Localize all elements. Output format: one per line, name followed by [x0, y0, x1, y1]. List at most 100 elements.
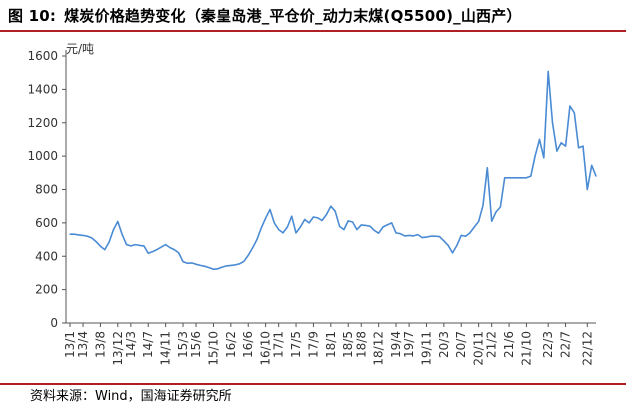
data-point: [191, 262, 193, 264]
data-point: [495, 211, 497, 213]
data-point: [543, 157, 545, 159]
data-point: [252, 247, 254, 249]
data-point: [99, 245, 101, 247]
data-point: [121, 234, 123, 236]
data-point: [378, 232, 380, 234]
data-point: [125, 244, 128, 246]
y-tick-label: 600: [35, 216, 58, 230]
data-point: [152, 251, 154, 253]
data-point: [434, 235, 436, 237]
data-point: [221, 266, 223, 268]
x-tick-label: 16/2: [224, 331, 238, 358]
data-point: [404, 235, 406, 237]
y-tick-label: 200: [35, 283, 58, 297]
y-tick-label: 400: [35, 249, 58, 263]
x-tick-label: 13/8: [93, 331, 107, 358]
data-point: [82, 234, 84, 236]
data-point: [186, 262, 188, 264]
data-point: [534, 155, 536, 157]
data-point: [356, 229, 358, 231]
data-point: [156, 249, 158, 251]
x-tick-label: 22/7: [559, 331, 573, 358]
data-point: [556, 150, 558, 152]
data-point: [230, 264, 232, 266]
data-point: [330, 205, 332, 207]
data-point: [243, 260, 245, 262]
x-tick-label: 20/11: [472, 331, 486, 366]
data-point: [391, 222, 393, 224]
x-tick-label: 17/9: [306, 331, 320, 358]
data-point: [560, 142, 562, 144]
x-tick-label: 15/10: [206, 331, 220, 366]
data-point: [365, 224, 367, 226]
x-tick-label: 20/7: [454, 331, 468, 358]
data-point: [334, 210, 336, 212]
data-point: [538, 138, 541, 140]
data-point: [360, 224, 362, 226]
y-axis-ticks: 0 200 400 600 800 1000 1200 1400 1600: [27, 49, 66, 330]
data-point: [204, 265, 206, 267]
data-point: [352, 221, 354, 223]
data-point: [304, 218, 306, 221]
data-point: [417, 234, 419, 236]
data-point: [547, 70, 549, 72]
x-tick-label: 21/2: [485, 331, 499, 358]
figure-title-text: 煤炭价格趋势变化（秦皇岛港_平仓价_动力末煤(Q5500)_山西产）: [64, 7, 522, 25]
data-point: [586, 188, 588, 191]
data-point: [86, 235, 88, 237]
x-tick-label: 15/6: [189, 331, 203, 358]
price-series-line: [70, 70, 597, 271]
x-tick-label: 13/1: [63, 331, 77, 358]
title-rule: [0, 30, 626, 32]
data-point: [260, 227, 262, 229]
data-point: [343, 229, 345, 231]
x-axis-ticks: 13/1 13/4 13/8 13/12 14/3 14/7 14/11 15/3 15/6 15…: [63, 323, 594, 366]
data-point: [147, 252, 149, 254]
data-point: [525, 177, 528, 179]
data-point: [438, 236, 441, 238]
x-tick-label: 16/6: [241, 331, 255, 358]
x-tick-label: 19/11: [419, 331, 433, 366]
figure-number: 图 10:: [8, 7, 57, 25]
figure-title: 图 10: 煤炭价格趋势变化（秦皇岛港_平仓价_动力末煤(Q5500)_山西产）: [8, 4, 620, 28]
data-point: [182, 261, 184, 263]
x-tick-label: 21/10: [519, 331, 533, 366]
data-point: [208, 267, 210, 269]
data-point: [499, 206, 501, 208]
data-point: [69, 233, 71, 235]
data-point: [234, 264, 236, 266]
data-point: [217, 268, 219, 270]
data-point: [451, 252, 454, 254]
y-tick-label: 0: [50, 316, 58, 330]
data-point: [199, 264, 201, 266]
data-point: [299, 226, 301, 228]
data-point: [278, 229, 280, 231]
data-point: [347, 220, 349, 222]
data-point: [595, 175, 597, 177]
data-point: [143, 245, 145, 247]
data-point: [291, 215, 293, 217]
data-point: [273, 222, 275, 224]
y-tick-label: 1400: [27, 82, 58, 96]
data-point: [321, 219, 323, 221]
data-point: [312, 216, 314, 218]
data-point: [482, 204, 484, 206]
data-point: [369, 225, 371, 227]
data-point: [225, 265, 228, 267]
data-point: [308, 222, 310, 224]
data-point: [117, 220, 119, 223]
x-tick-label: 15/3: [176, 331, 190, 358]
data-point: [473, 226, 475, 228]
data-point: [517, 177, 519, 179]
chart-axes: [65, 50, 596, 324]
data-point: [269, 208, 271, 211]
data-point: [265, 217, 267, 219]
data-point: [504, 177, 506, 179]
x-tick-label: 14/11: [159, 331, 173, 366]
data-point: [508, 177, 510, 179]
data-point: [238, 263, 241, 265]
x-tick-label: 21/6: [502, 331, 516, 358]
data-point: [399, 233, 401, 235]
data-point: [73, 233, 75, 235]
data-point: [551, 122, 554, 124]
